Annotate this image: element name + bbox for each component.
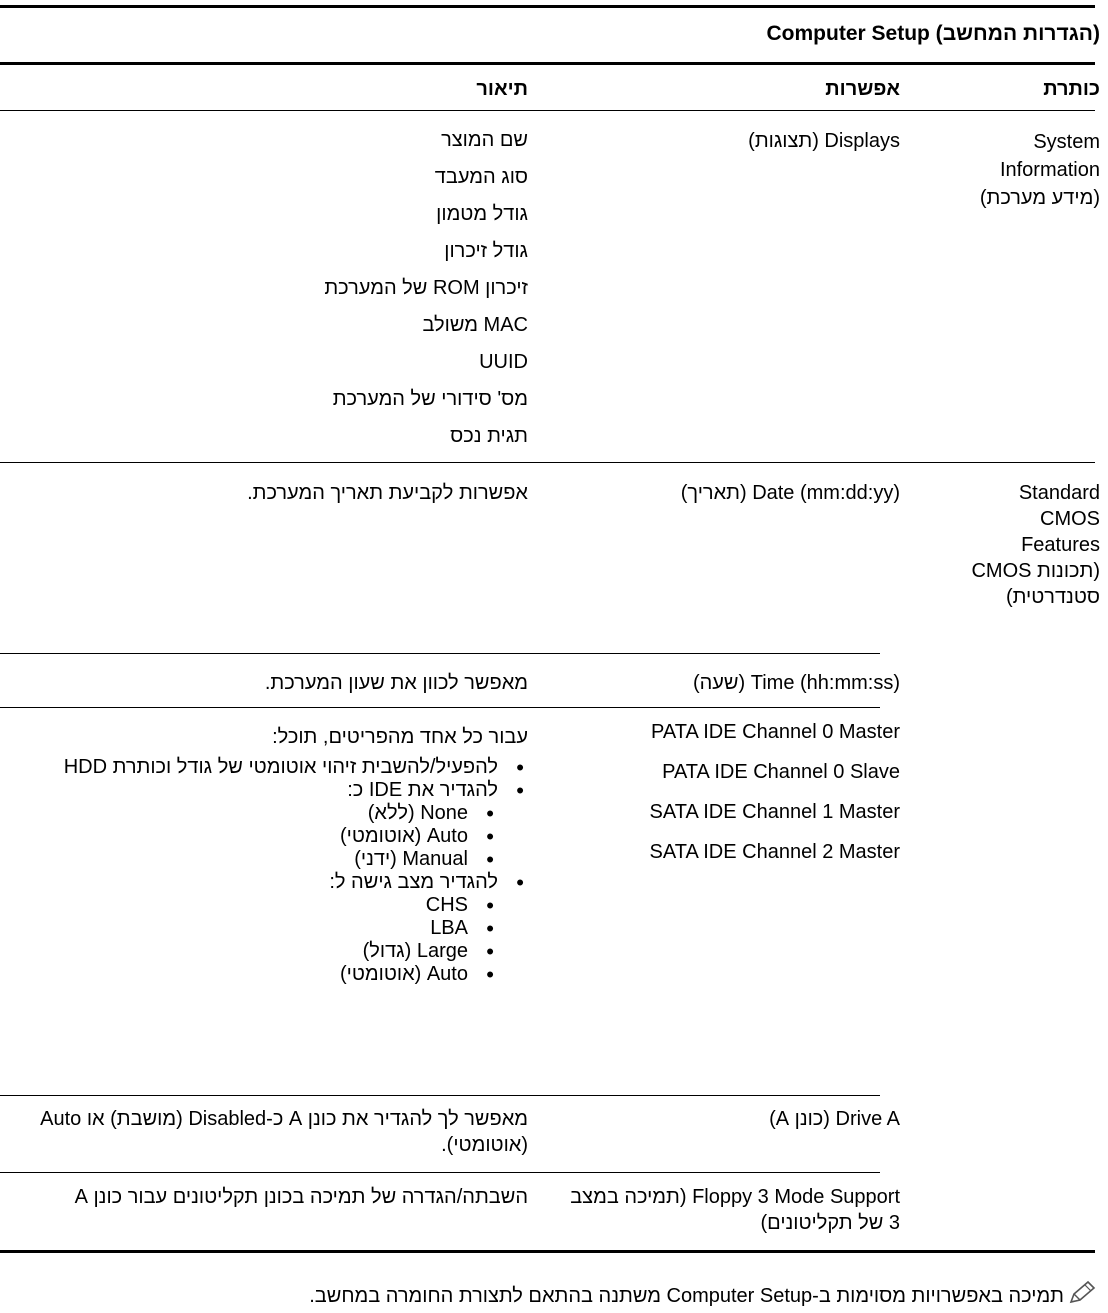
header-bottom-rule (0, 110, 1095, 111)
option-date: Date (mm:dd:yy) (תאריך) (680, 482, 900, 504)
footnote-text: תמיכה באפשרויות מסוימות ב-Computer Setup… (309, 1285, 1064, 1307)
col-header-heading: כותרת (1043, 78, 1100, 100)
ide-description-intro: עבור כל אחד מהפריטים, תוכל: (272, 726, 528, 748)
list-item: LBA (38, 917, 528, 940)
table-top-rule (0, 5, 1095, 8)
drive-a-description: מאפשר לך להגדיר את כונן A כ-Disabled (מו… (40, 1108, 528, 1156)
list-item: זיכרון ROM של המערכת (324, 277, 528, 299)
displays-description-list: שם המוצר סוג המעבד גודל מטמון גודל זיכרו… (28, 122, 528, 455)
table-bottom-rule (0, 1250, 1095, 1253)
time-description: מאפשר לכוון את שעון המערכת. (264, 672, 528, 694)
section-divider (0, 462, 1095, 463)
list-item: להפעיל/להשבית זיהוי אוטומטי של גודל וכות… (38, 756, 528, 779)
row-divider (0, 653, 880, 654)
row-divider (0, 1095, 880, 1096)
list-item: Large (גדול) (38, 940, 528, 963)
option-pata-0-slave: PATA IDE Channel 0 Slave (662, 761, 900, 783)
option-floppy-3-mode: Floppy 3 Mode Support (תמיכה במצב 3 של ת… (570, 1186, 900, 1234)
option-displays: Displays (תצוגות) (748, 130, 900, 152)
ide-description: עבור כל אחד מהפריטים, תוכל: להפעיל/להשבי… (38, 724, 528, 986)
section-heading-standard-cmos: Standard CMOS Features (תכונות CMOS סטנד… (971, 482, 1100, 608)
floppy-3-mode-description: השבתה/הגדרה של תמיכה בכונן תקליטונים עבו… (74, 1186, 528, 1208)
option-time: Time (hh:mm:ss) (שעה) (692, 672, 900, 694)
list-item: MAC משולב (422, 314, 528, 336)
list-item: סוג המעבד (434, 166, 528, 188)
table-title: Computer Setup (הגדרות המחשב) (766, 22, 1100, 45)
col-header-option: אפשרות (825, 78, 900, 100)
col-header-description: תיאור (476, 78, 528, 100)
list-item: None (ללא) (38, 802, 528, 825)
list-item: להגדיר את IDE כ: (38, 779, 528, 802)
list-item: UUID (479, 351, 528, 373)
ide-bullet-list: להפעיל/להשבית זיהוי אוטומטי של גודל וכות… (38, 756, 528, 986)
row-divider (0, 707, 880, 708)
list-item: CHS (38, 894, 528, 917)
list-item: Auto (אוטומטי) (38, 963, 528, 986)
footnote: תמיכה באפשרויות מסוימות ב-Computer Setup… (309, 1280, 1098, 1308)
row-divider (0, 1172, 880, 1173)
pencil-note-icon (1068, 1280, 1098, 1306)
date-description: אפשרות לקביעת תאריך המערכת. (247, 482, 528, 504)
list-item: גודל זיכרון (444, 240, 528, 262)
list-item: Auto (אוטומטי) (38, 825, 528, 848)
list-item: מס' סידורי של המערכת (332, 388, 528, 410)
header-top-rule (0, 62, 1095, 65)
list-item: תגית נכס (450, 425, 528, 447)
list-item: להגדיר מצב גישה ל: (38, 871, 528, 894)
list-item: גודל מטמון (436, 203, 528, 225)
option-drive-a: Drive A (כונן A) (769, 1108, 900, 1130)
list-item: שם המוצר (441, 129, 528, 151)
section-heading-system-information: System Information (מידע מערכת) (979, 131, 1100, 209)
ide-channel-options: PATA IDE Channel 0 Master PATA IDE Chann… (540, 712, 900, 872)
option-sata-2-master: SATA IDE Channel 2 Master (649, 841, 900, 863)
list-item: Manual (ידני) (38, 848, 528, 871)
option-sata-1-master: SATA IDE Channel 1 Master (649, 801, 900, 823)
option-pata-0-master: PATA IDE Channel 0 Master (651, 721, 900, 743)
